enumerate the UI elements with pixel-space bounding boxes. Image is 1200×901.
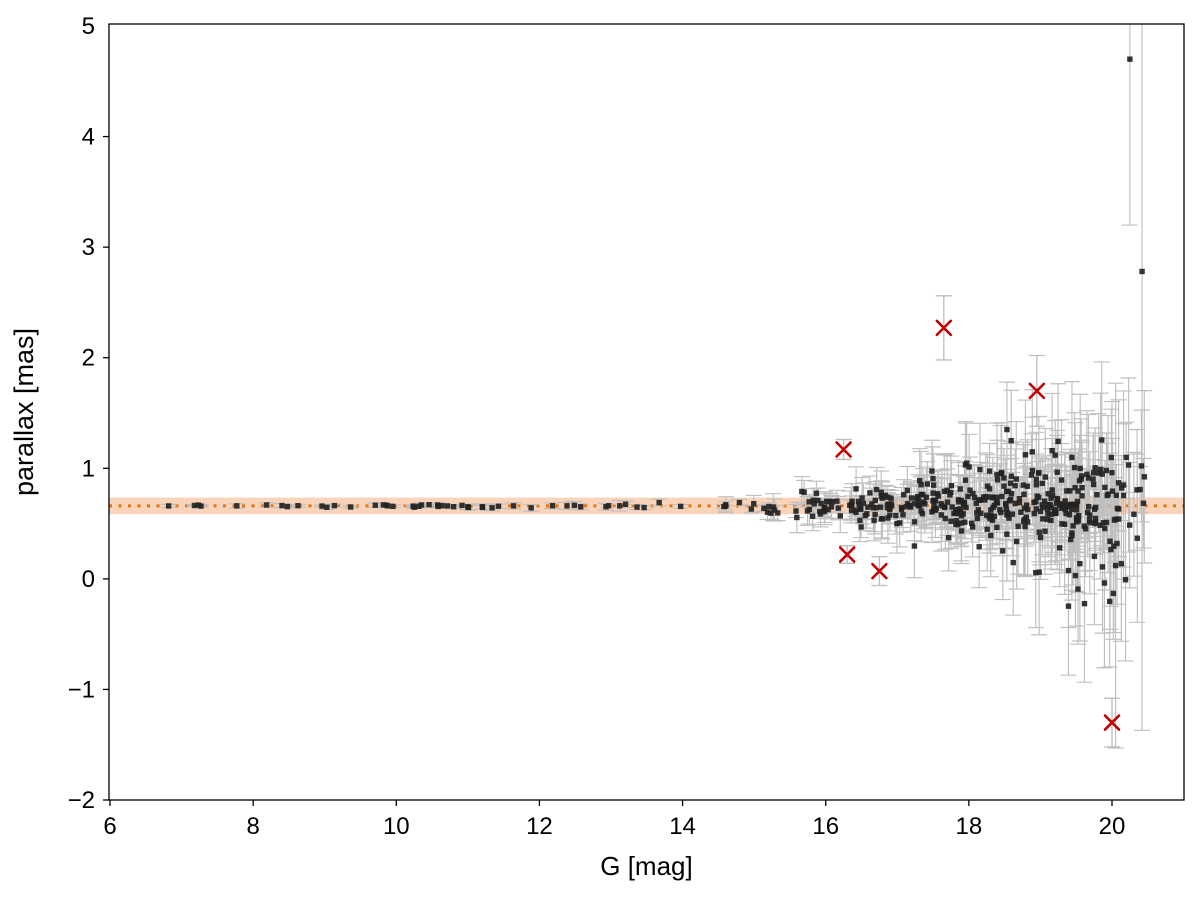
svg-text:2: 2 <box>82 345 95 372</box>
svg-text:18: 18 <box>956 813 983 840</box>
svg-text:1: 1 <box>82 455 95 482</box>
svg-text:0: 0 <box>82 566 95 593</box>
svg-text:8: 8 <box>246 813 259 840</box>
svg-text:−2: −2 <box>68 787 95 814</box>
svg-text:12: 12 <box>526 813 553 840</box>
svg-text:−1: −1 <box>68 676 95 703</box>
svg-text:parallax [mas]: parallax [mas] <box>9 328 39 496</box>
svg-text:10: 10 <box>383 813 410 840</box>
svg-text:16: 16 <box>812 813 839 840</box>
svg-text:20: 20 <box>1099 813 1126 840</box>
svg-text:6: 6 <box>103 813 116 840</box>
svg-text:3: 3 <box>82 234 95 261</box>
svg-text:4: 4 <box>82 124 95 151</box>
svg-text:5: 5 <box>82 13 95 40</box>
svg-text:14: 14 <box>669 813 696 840</box>
svg-text:G [mag]: G [mag] <box>600 851 692 881</box>
